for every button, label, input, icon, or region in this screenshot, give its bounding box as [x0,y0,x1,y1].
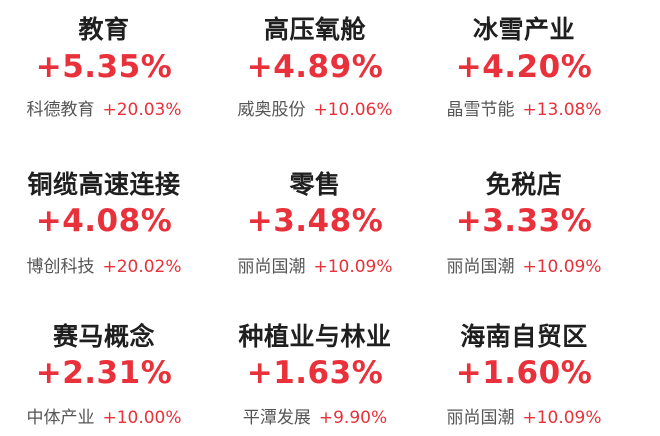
sector-column-1: 教育 +5.35% 科德教育 +20.03% 铜缆高速连接 +4.08% 博创科技… [0,0,208,436]
leading-stock-name: 丽尚国潮 [446,257,515,277]
sector-name: 高压氧舱 [263,15,366,44]
sector-change: +2.31% [35,355,173,391]
sector-card-horse-racing[interactable]: 赛马概念 +2.31% 中体产业 +10.00% [0,307,208,436]
sector-card-ice-snow[interactable]: 冰雪产业 +4.20% 晶雪节能 +13.08% [420,0,628,150]
sector-name: 零售 [289,170,341,199]
sector-column-2: 高压氧舱 +4.89% 威奥股份 +10.06% 零售 +3.48% 丽尚国潮 +1… [211,0,419,436]
sector-card-duty-free[interactable]: 免税店 +3.33% 丽尚国潮 +10.09% [420,155,628,305]
sector-change: +3.33% [455,203,593,239]
leading-stock-name: 丽尚国潮 [237,257,306,277]
leading-stock-name: 博创科技 [26,257,95,277]
sector-change: +4.20% [455,49,593,85]
leading-stock: 平潭发展 +9.90% [211,403,419,428]
leading-stock-change: +20.02% [102,257,182,277]
leading-stock: 科德教育 +20.03% [0,95,208,120]
leading-stock: 晶雪节能 +13.08% [420,95,628,120]
sector-change: +1.60% [455,355,593,391]
leading-stock-name: 丽尚国潮 [446,408,515,428]
sector-card-education[interactable]: 教育 +5.35% 科德教育 +20.03% [0,0,208,150]
leading-stock-change: +10.09% [522,257,602,277]
sector-name: 教育 [78,15,130,44]
leading-stock-change: +13.08% [522,100,602,120]
leading-stock-name: 中体产业 [26,408,95,428]
sector-card-retail[interactable]: 零售 +3.48% 丽尚国潮 +10.09% [211,155,419,305]
sector-name: 铜缆高速连接 [27,170,181,199]
leading-stock-change: +10.09% [313,257,393,277]
leading-stock-name: 科德教育 [26,100,95,120]
leading-stock-name: 晶雪节能 [446,100,515,120]
sector-card-planting-forestry[interactable]: 种植业与林业 +1.63% 平潭发展 +9.90% [211,307,419,436]
leading-stock-change: +10.00% [102,408,182,428]
sector-name: 种植业与林业 [238,322,392,351]
leading-stock: 丽尚国潮 +10.09% [420,252,628,277]
sector-card-hainan-ftz[interactable]: 海南自贸区 +1.60% 丽尚国潮 +10.09% [420,307,628,436]
leading-stock: 丽尚国潮 +10.09% [420,403,628,428]
sector-column-3: 冰雪产业 +4.20% 晶雪节能 +13.08% 免税店 +3.33% 丽尚国潮 +… [420,0,628,436]
sector-change: +5.35% [35,49,173,85]
sector-card-hyperbaric-oxygen[interactable]: 高压氧舱 +4.89% 威奥股份 +10.06% [211,0,419,150]
sector-change: +4.08% [35,203,173,239]
leading-stock-change: +10.06% [313,100,393,120]
leading-stock-change: +20.03% [102,100,182,120]
leading-stock: 丽尚国潮 +10.09% [211,252,419,277]
sector-name: 免税店 [485,170,563,199]
sector-name: 海南自贸区 [460,322,588,351]
leading-stock: 中体产业 +10.00% [0,403,208,428]
leading-stock: 博创科技 +20.02% [0,252,208,277]
sector-name: 冰雪产业 [472,15,575,44]
leading-stock-name: 平潭发展 [242,408,311,428]
sector-card-copper-cable[interactable]: 铜缆高速连接 +4.08% 博创科技 +20.02% [0,155,208,305]
sector-name: 赛马概念 [52,322,155,351]
sector-change: +4.89% [246,49,384,85]
sector-change: +3.48% [246,203,384,239]
leading-stock: 威奥股份 +10.06% [211,95,419,120]
leading-stock-name: 威奥股份 [237,100,306,120]
leading-stock-change: +10.09% [522,408,602,428]
sector-change: +1.63% [246,355,384,391]
leading-stock-change: +9.90% [318,408,388,428]
